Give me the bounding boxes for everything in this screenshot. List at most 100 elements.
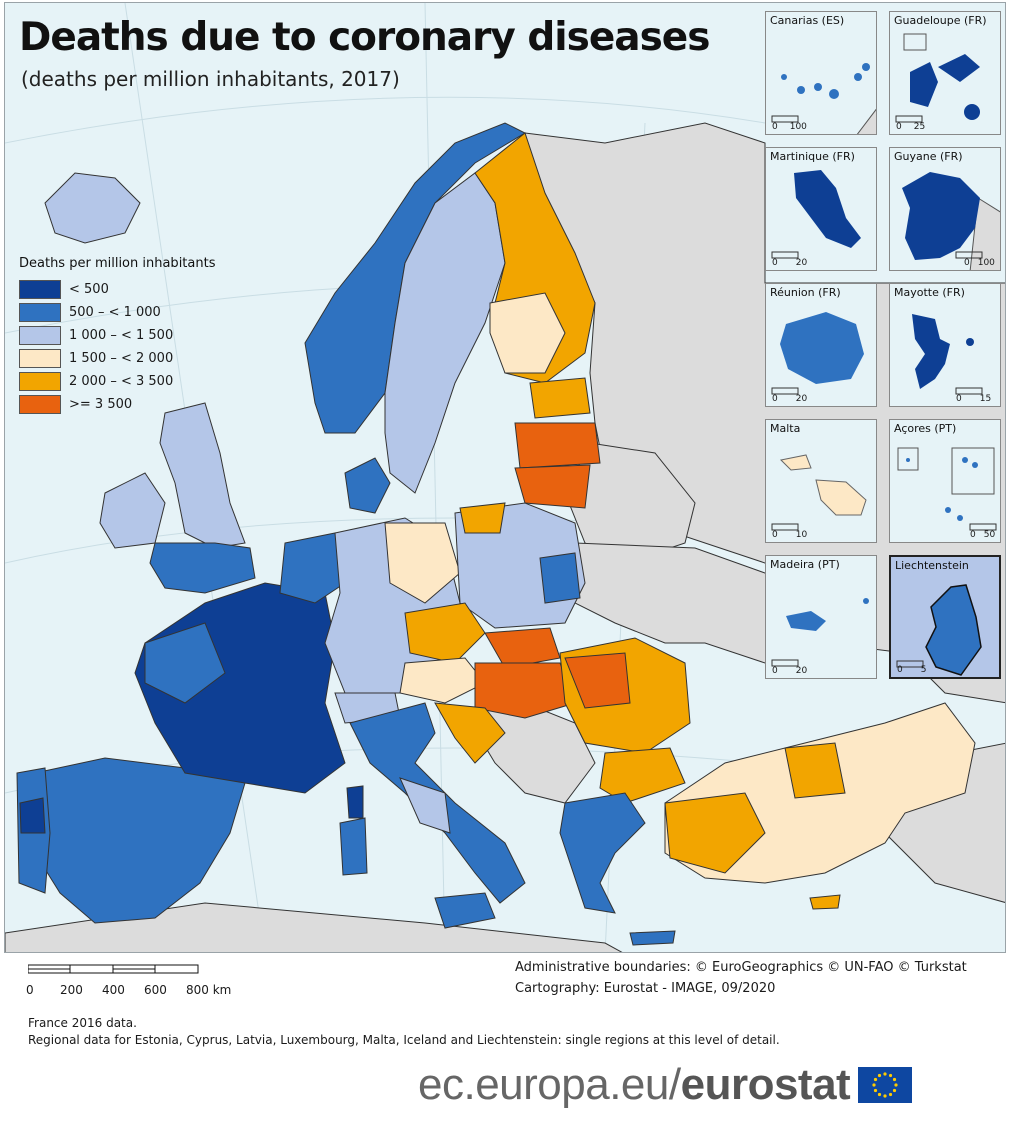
scale-label: 0 <box>956 394 962 404</box>
legend-swatch <box>19 326 61 345</box>
sicily <box>434 892 496 929</box>
croatia <box>434 702 506 764</box>
denmark <box>344 457 391 514</box>
inset-map <box>771 63 876 134</box>
scale-bar <box>28 964 199 974</box>
sardinia <box>339 817 368 876</box>
scale-label: 0 <box>896 122 902 132</box>
eurostat-branding[interactable]: ec.europa.eu/ eurostat <box>418 1060 913 1110</box>
inset-title: Mayotte (FR) <box>894 286 965 299</box>
turkey-west <box>664 792 766 874</box>
czechia <box>404 602 486 664</box>
note-line: Regional data for Estonia, Cyprus, Latvi… <box>28 1033 780 1047</box>
inset-title: Réunion (FR) <box>770 286 841 299</box>
inset-map <box>912 314 983 395</box>
scale-label: 100 <box>789 122 807 132</box>
legend-label: 2 000 – < 3 500 <box>69 374 174 389</box>
scale-label: 800 km <box>186 983 232 997</box>
inset-map <box>897 447 997 531</box>
legend-swatch <box>19 395 61 414</box>
scale-label: 0 <box>772 394 778 404</box>
united-kingdom-south <box>149 542 256 594</box>
inset-guyane: Guyane (FR) 0 100 <box>889 147 1001 271</box>
cyprus <box>809 894 841 910</box>
legend-swatch <box>19 303 61 322</box>
sweden <box>384 172 506 494</box>
scale-label: 50 <box>983 530 996 540</box>
url-bold: eurostat <box>680 1060 851 1109</box>
inset-guadeloupe: Guadeloupe (FR) 0 25 <box>889 11 1001 135</box>
inset-scale: 0 20 <box>772 666 807 676</box>
austria <box>399 657 486 704</box>
notes: France 2016 data. Regional data for Esto… <box>28 1015 780 1049</box>
scale-label: 5 <box>920 665 927 675</box>
crete <box>629 930 676 946</box>
inset-scale: 0 5 <box>897 665 926 675</box>
inset-acores: Açores (PT) 0 50 <box>889 419 1001 543</box>
scale-label: 10 <box>795 530 808 540</box>
inset-liechtenstein: Liechtenstein 0 5 <box>889 555 1001 679</box>
credit-line: Cartography: Eurostat - IMAGE, 09/2020 <box>515 981 776 996</box>
inset-map <box>771 454 867 531</box>
legend-item: 500 – < 1 000 <box>19 301 215 324</box>
france-west <box>144 622 226 704</box>
romania-centre <box>564 652 631 709</box>
scale-label: 0 <box>772 530 778 540</box>
inset-madeira: Madeira (PT) 0 20 <box>765 555 877 679</box>
scale-label: 0 <box>970 530 976 540</box>
url-prefix: ec.europa.eu/ <box>418 1060 681 1109</box>
inset-title: Guyane (FR) <box>894 150 963 163</box>
note-line: France 2016 data. <box>28 1016 137 1030</box>
scale-label: 15 <box>979 394 992 404</box>
legend: Deaths per million inhabitants < 500 500… <box>19 256 215 416</box>
inset-map <box>902 172 1000 270</box>
inset-mayotte: Mayotte (FR) 0 15 <box>889 283 1001 407</box>
inset-title: Açores (PT) <box>894 422 957 435</box>
scale-label: 0 <box>772 258 778 268</box>
scale-label: 0 <box>26 983 34 997</box>
legend-title: Deaths per million inhabitants <box>19 256 216 271</box>
legend-label: 500 – < 1 000 <box>69 305 161 320</box>
slovakia <box>484 627 561 669</box>
corsica <box>346 785 364 819</box>
inset-scale: 0 100 <box>964 258 995 268</box>
norway <box>304 122 527 434</box>
latvia <box>514 422 601 469</box>
legend-item: < 500 <box>19 278 215 301</box>
legend-item: 1 000 – < 1 500 <box>19 324 215 347</box>
inset-malta: Malta 0 10 <box>765 419 877 543</box>
greece <box>559 792 646 914</box>
inset-canarias: Canarias (ES) 0 100 <box>765 11 877 135</box>
scale-label: 0 <box>772 122 778 132</box>
scale-label: 100 <box>977 258 995 268</box>
inset-scale: 0 10 <box>772 530 807 540</box>
lithuania <box>514 464 591 509</box>
italy-centre <box>399 777 451 834</box>
inset-map <box>896 584 982 676</box>
scale-label: 0 <box>964 258 970 268</box>
europe-map <box>5 3 1005 952</box>
scale-label: 20 <box>795 258 808 268</box>
credits: Administrative boundaries: © EuroGeograp… <box>515 957 967 999</box>
legend-swatch <box>19 349 61 368</box>
legend-item: >= 3 500 <box>19 393 215 416</box>
legend-label: >= 3 500 <box>69 397 133 412</box>
iceland <box>44 172 141 244</box>
legend-item: 2 000 – < 3 500 <box>19 370 215 393</box>
united-kingdom-north <box>159 402 246 549</box>
scale-label: 400 <box>102 983 125 997</box>
legend-label: 1 500 – < 2 000 <box>69 351 174 366</box>
inset-map <box>771 598 869 667</box>
inset-map <box>895 33 980 123</box>
inset-scale: 0 20 <box>772 258 807 268</box>
inset-martinique: Martinique (FR) 0 20 <box>765 147 877 271</box>
legend-swatch <box>19 372 61 391</box>
spain <box>34 757 246 924</box>
estonia <box>529 377 591 419</box>
legend-item: 1 500 – < 2 000 <box>19 347 215 370</box>
ireland <box>99 472 166 549</box>
scale-label: 0 <box>897 665 903 675</box>
portugal-centre <box>19 797 46 834</box>
finland-south <box>489 292 566 374</box>
inset-title: Liechtenstein <box>895 559 969 572</box>
